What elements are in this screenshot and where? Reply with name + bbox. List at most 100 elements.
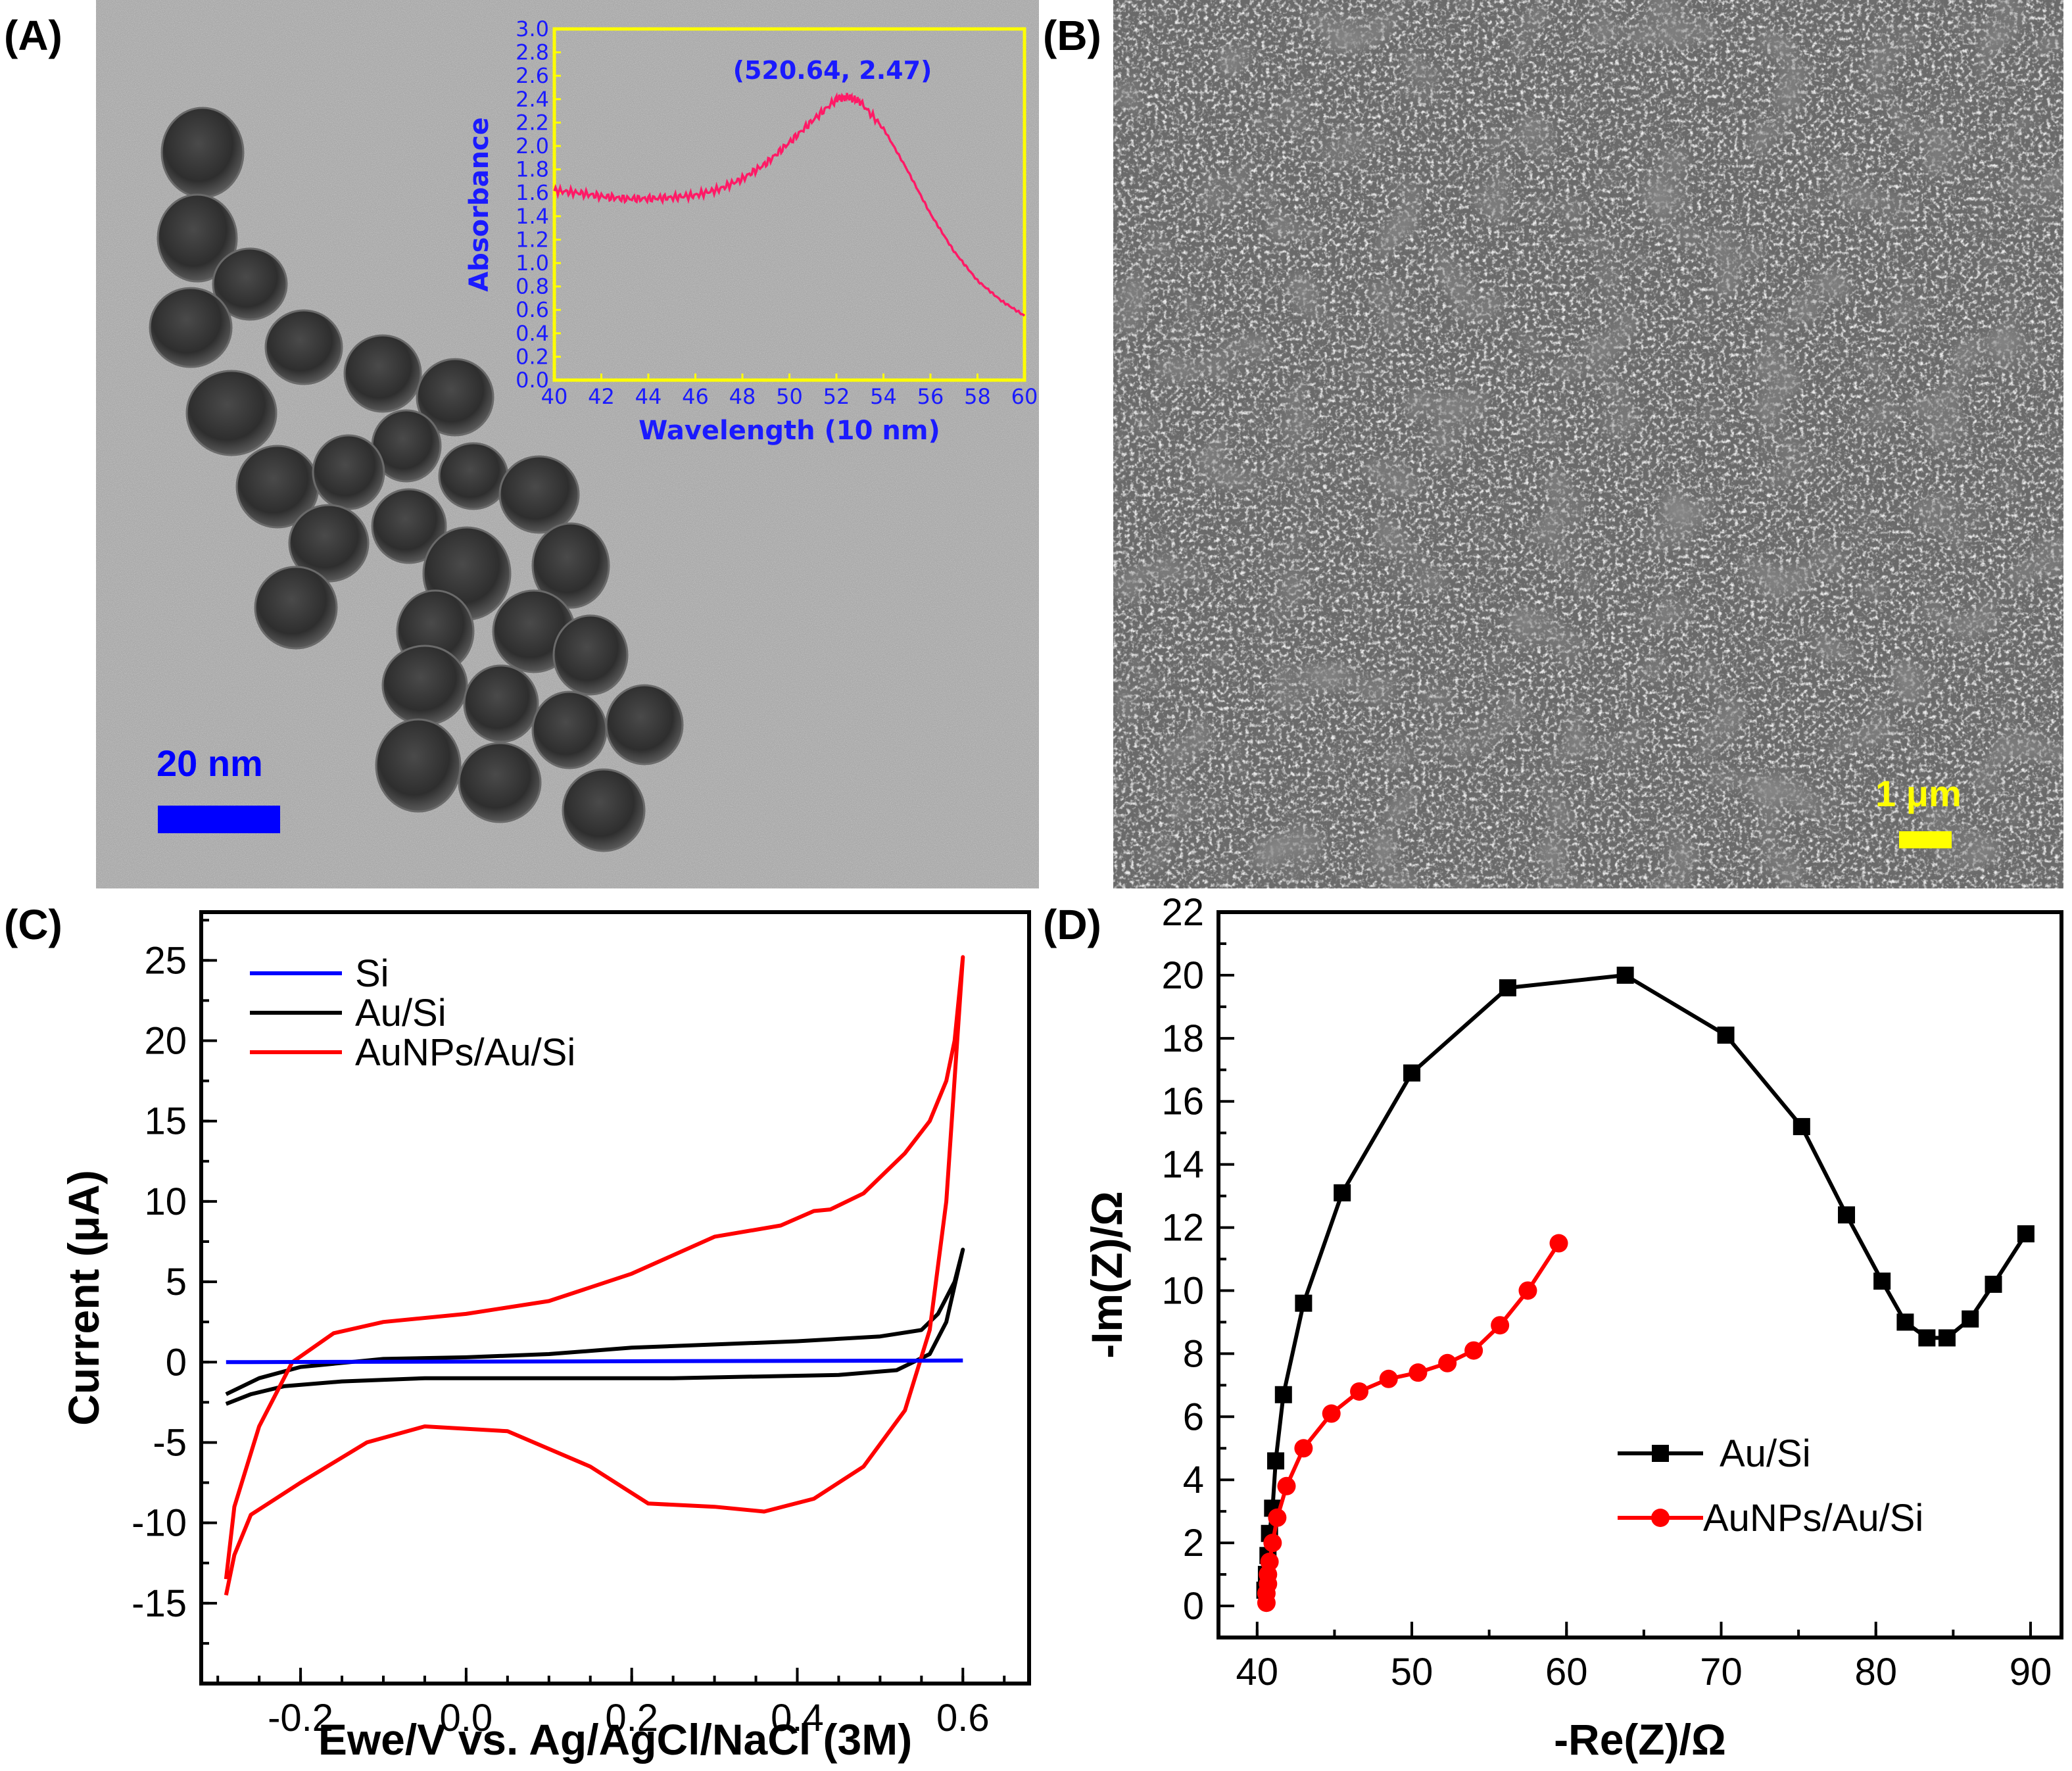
cv-x-tick-label: 0.4: [771, 1697, 824, 1739]
nanoparticle: [498, 455, 580, 534]
inset-y-tick-label: 2.8: [516, 40, 549, 65]
cv-y-tick-label: 10: [144, 1180, 187, 1223]
nanoparticle: [416, 358, 494, 437]
inset-y-tick-label: 1.0: [516, 251, 549, 276]
nanoparticle: [438, 442, 509, 510]
panel-a: 20 nm (A): [4, 0, 1039, 888]
tem-scale-bar: [158, 806, 280, 833]
eis-y-tick-label: 20: [1161, 954, 1204, 997]
eis-y-tick-label: 0: [1183, 1585, 1204, 1628]
inset-uvvis-chart: 40 42 44 46 48 50 52 54 56 58 60 0.00.20.40.60.81.0…: [464, 16, 1038, 446]
cv-y-tick-label: -5: [153, 1421, 187, 1464]
eis-y-tick-label: 12: [1161, 1207, 1204, 1249]
inset-y-tick-label: 3.0: [516, 16, 549, 41]
nanoparticle: [531, 691, 608, 769]
eis-point-square: [1918, 1329, 1936, 1347]
panel-letter-b: (B): [1043, 12, 1101, 59]
inset-y-tick-label: 0.6: [516, 297, 549, 322]
inset-y-tick-label: 1.4: [516, 204, 549, 229]
eis-point-square: [1403, 1064, 1421, 1082]
eis-point-circle: [1518, 1281, 1537, 1300]
eis-point-circle: [1277, 1476, 1296, 1495]
eis-point-circle: [1491, 1316, 1510, 1335]
eis-y-tick-label: 16: [1161, 1080, 1204, 1123]
cv-legend-label: Si: [355, 952, 389, 995]
nanoparticle: [381, 644, 468, 726]
cv-y-tick-label: 20: [144, 1020, 187, 1063]
panel-letter-d: (D): [1043, 901, 1101, 948]
eis-point-square: [1717, 1027, 1735, 1044]
eis-y-tick-label: 10: [1161, 1269, 1204, 1312]
eis-y-tick-label: 22: [1161, 891, 1204, 934]
nanoparticle: [343, 334, 422, 413]
inset-y-tick-label: 1.6: [516, 180, 549, 205]
eis-plot-frame: [1217, 910, 2063, 1639]
eis-point-circle: [1350, 1382, 1369, 1401]
eis-point-circle: [1263, 1534, 1282, 1553]
panel-letter-c: (C): [4, 901, 62, 948]
eis-point-square: [1295, 1294, 1313, 1312]
eis-point-square: [1985, 1275, 2002, 1293]
nanoparticle: [288, 504, 370, 583]
eis-x-tick-label: 90: [2010, 1651, 2052, 1693]
eis-y-tick-label: 4: [1183, 1459, 1204, 1501]
inset-x-tick-label: 40: [541, 384, 568, 409]
eis-point-circle: [1260, 1552, 1279, 1571]
eis-x-tick-label: 60: [1545, 1651, 1588, 1693]
eis-x-axis-label: -Re(Z)/Ω: [1554, 1715, 1726, 1764]
cv-y-tick-label: -15: [132, 1582, 187, 1625]
eis-legend-label: AuNPs/Au/Si: [1703, 1497, 1923, 1540]
nanoparticle: [254, 566, 338, 650]
nanoparticle-cluster: [149, 107, 684, 852]
cv-plot-frame: [199, 910, 1031, 1686]
cv-y-tick-label: 15: [144, 1100, 187, 1143]
cv-x-tick-label: 0.0: [440, 1697, 493, 1739]
cv-x-axis-label: Ewe/V vs. Ag/AgCl/NaCl (3M): [318, 1715, 912, 1764]
inset-y-tick-label: 2.4: [516, 87, 549, 112]
eis-point-square: [1274, 1386, 1292, 1403]
inset-x-tick-label: 42: [588, 384, 615, 409]
panel-b: 1 μm (B): [1043, 0, 2063, 888]
inset-peak-annotation: (520.64, 2.47): [733, 56, 932, 85]
cv-series-line: [226, 1358, 963, 1365]
nanoparticle: [212, 247, 288, 321]
sem-image-dark-regions: [1113, 0, 2063, 888]
nanoparticle: [185, 370, 277, 456]
eis-y-tick-label: 18: [1161, 1017, 1204, 1060]
eis-point-square: [1873, 1273, 1891, 1290]
inset-x-tick-label: 58: [964, 384, 991, 409]
nanoparticle: [458, 742, 542, 823]
inset-y-tick-label: 0.0: [516, 368, 549, 393]
inset-x-tick-label: 50: [776, 384, 803, 409]
eis-point-circle: [1409, 1363, 1428, 1382]
eis-point-circle: [1268, 1508, 1287, 1527]
nanoparticle: [562, 768, 646, 852]
inset-y-tick-label: 0.4: [516, 321, 549, 346]
cv-legend-label: AuNPs/Au/Si: [355, 1031, 575, 1074]
eis-y-tick-label: 8: [1183, 1332, 1204, 1375]
nanoparticle: [371, 488, 447, 564]
eis-x-tick-label: 70: [1700, 1651, 1743, 1693]
cv-y-tick-label: 25: [144, 939, 187, 982]
panel-letter-a: (A): [4, 12, 62, 59]
inset-x-axis-label: Wavelength (10 nm): [638, 416, 940, 446]
eis-point-circle: [1549, 1234, 1568, 1253]
eis-legend-label: Au/Si: [1720, 1432, 1811, 1475]
inset-x-tick-label: 48: [729, 384, 756, 409]
cv-x-tick-label: -0.2: [268, 1697, 333, 1739]
eis-point-square: [1267, 1452, 1285, 1470]
eis-point-square: [1838, 1206, 1856, 1224]
inset-y-tick-label: 2.0: [516, 133, 549, 158]
inset-y-tick-label: 1.2: [516, 227, 549, 252]
cv-y-tick-label: 0: [166, 1341, 187, 1384]
inset-x-tick-label: 56: [917, 384, 944, 409]
panel-c: (C) -0.2 0.0 0.2 0.4 0.6 25 20 15 10 5 0 -5 -10 -15 Ew…: [4, 901, 1031, 1764]
nanoparticle: [552, 614, 629, 696]
eis-point-square: [1938, 1329, 1956, 1347]
eis-x-tick-label: 40: [1236, 1651, 1279, 1693]
eis-point-circle: [1322, 1404, 1341, 1423]
inset-x-tick-label: 52: [823, 384, 850, 409]
inset-absorbance-line: [553, 91, 1026, 317]
nanoparticle: [264, 309, 343, 385]
